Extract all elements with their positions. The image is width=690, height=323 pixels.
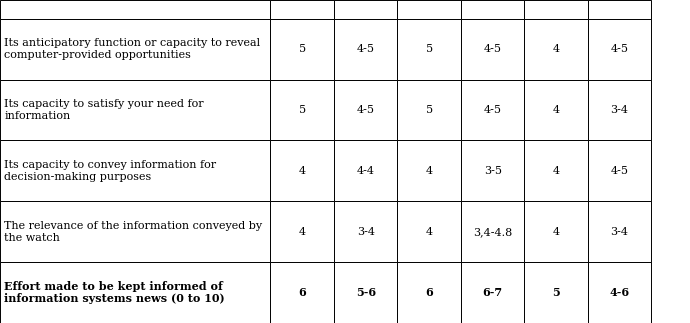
Bar — [524, 201, 588, 262]
Text: 6: 6 — [425, 287, 433, 298]
Text: 4-5: 4-5 — [484, 105, 502, 115]
Bar — [270, 141, 334, 201]
Text: 3-5: 3-5 — [484, 166, 502, 176]
Bar — [0, 19, 270, 79]
Bar — [461, 0, 524, 19]
Text: 4: 4 — [426, 166, 433, 176]
Text: 3-4: 3-4 — [611, 105, 629, 115]
Text: 4: 4 — [553, 166, 560, 176]
Bar — [461, 262, 524, 323]
Bar — [334, 79, 397, 141]
Bar — [524, 79, 588, 141]
Text: 5: 5 — [299, 44, 306, 54]
Bar — [334, 262, 397, 323]
Bar — [334, 141, 397, 201]
Text: 4: 4 — [299, 166, 306, 176]
Text: 4-6: 4-6 — [609, 287, 630, 298]
Bar — [524, 141, 588, 201]
Text: 4-5: 4-5 — [611, 44, 629, 54]
Text: 5: 5 — [552, 287, 560, 298]
Bar — [0, 79, 270, 141]
Bar — [397, 79, 461, 141]
Text: Its capacity to satisfy your need for
information: Its capacity to satisfy your need for in… — [4, 99, 204, 121]
Text: 4-4: 4-4 — [357, 166, 375, 176]
Bar — [588, 201, 651, 262]
Bar — [524, 262, 588, 323]
Bar — [461, 19, 524, 79]
Text: 4-5: 4-5 — [484, 44, 502, 54]
Bar — [334, 201, 397, 262]
Text: 4: 4 — [553, 105, 560, 115]
Bar — [588, 19, 651, 79]
Bar — [270, 262, 334, 323]
Bar — [0, 201, 270, 262]
Text: 3-4: 3-4 — [611, 227, 629, 237]
Text: 5: 5 — [426, 105, 433, 115]
Bar — [0, 141, 270, 201]
Text: Its anticipatory function or capacity to reveal
computer-provided opportunities: Its anticipatory function or capacity to… — [4, 38, 260, 60]
Bar — [397, 262, 461, 323]
Bar — [397, 0, 461, 19]
Text: 6: 6 — [298, 287, 306, 298]
Text: 4: 4 — [553, 44, 560, 54]
Bar — [270, 79, 334, 141]
Text: 4-5: 4-5 — [357, 44, 375, 54]
Text: Effort made to be kept informed of
information systems news (0 to 10): Effort made to be kept informed of infor… — [4, 281, 225, 305]
Bar — [588, 141, 651, 201]
Bar — [334, 0, 397, 19]
Bar — [270, 19, 334, 79]
Bar — [397, 201, 461, 262]
Text: 5: 5 — [299, 105, 306, 115]
Text: 4-5: 4-5 — [611, 166, 629, 176]
Bar — [461, 201, 524, 262]
Bar — [588, 262, 651, 323]
Text: 4-5: 4-5 — [357, 105, 375, 115]
Bar — [0, 262, 270, 323]
Text: The relevance of the information conveyed by
the watch: The relevance of the information conveye… — [4, 221, 262, 243]
Text: 5-6: 5-6 — [355, 287, 376, 298]
Text: 5: 5 — [426, 44, 433, 54]
Text: 3-4: 3-4 — [357, 227, 375, 237]
Text: 4: 4 — [426, 227, 433, 237]
Bar — [270, 0, 334, 19]
Bar — [0, 0, 270, 19]
Text: Its capacity to convey information for
decision-making purposes: Its capacity to convey information for d… — [4, 160, 216, 182]
Bar — [524, 19, 588, 79]
Bar — [270, 201, 334, 262]
Bar — [461, 79, 524, 141]
Text: 3,4-4.8: 3,4-4.8 — [473, 227, 512, 237]
Bar — [397, 19, 461, 79]
Text: 4: 4 — [299, 227, 306, 237]
Bar — [461, 141, 524, 201]
Text: 6-7: 6-7 — [482, 287, 503, 298]
Bar — [397, 141, 461, 201]
Bar — [588, 79, 651, 141]
Bar — [524, 0, 588, 19]
Text: 4: 4 — [553, 227, 560, 237]
Bar — [334, 19, 397, 79]
Bar — [588, 0, 651, 19]
